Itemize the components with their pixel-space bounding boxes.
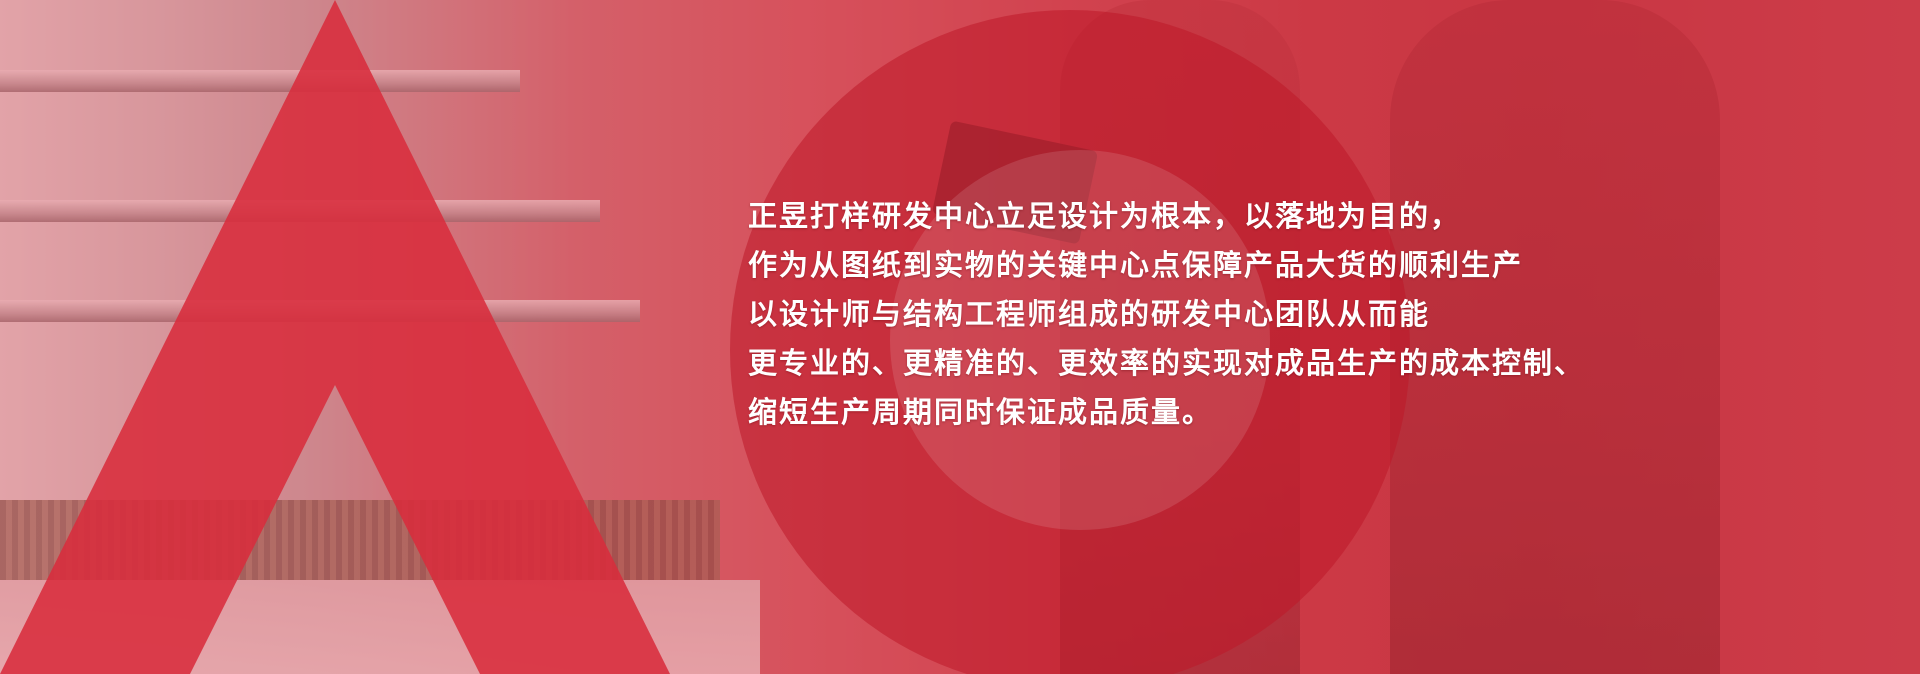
description-line: 缩短生产周期同时保证成品质量。 [748,388,1788,437]
description-line: 更专业的、更精准的、更效率的实现对成品生产的成本控制、 [748,339,1788,388]
description-line: 作为从图纸到实物的关键中心点保障产品大货的顺利生产 [748,241,1788,290]
description-line: 正昱打样研发中心立足设计为根本，以落地为目的， [748,192,1788,241]
description-line: 以设计师与结构工程师组成的研发中心团队从而能 [748,290,1788,339]
description-text: 正昱打样研发中心立足设计为根本，以落地为目的， 作为从图纸到实物的关键中心点保障… [748,192,1788,437]
